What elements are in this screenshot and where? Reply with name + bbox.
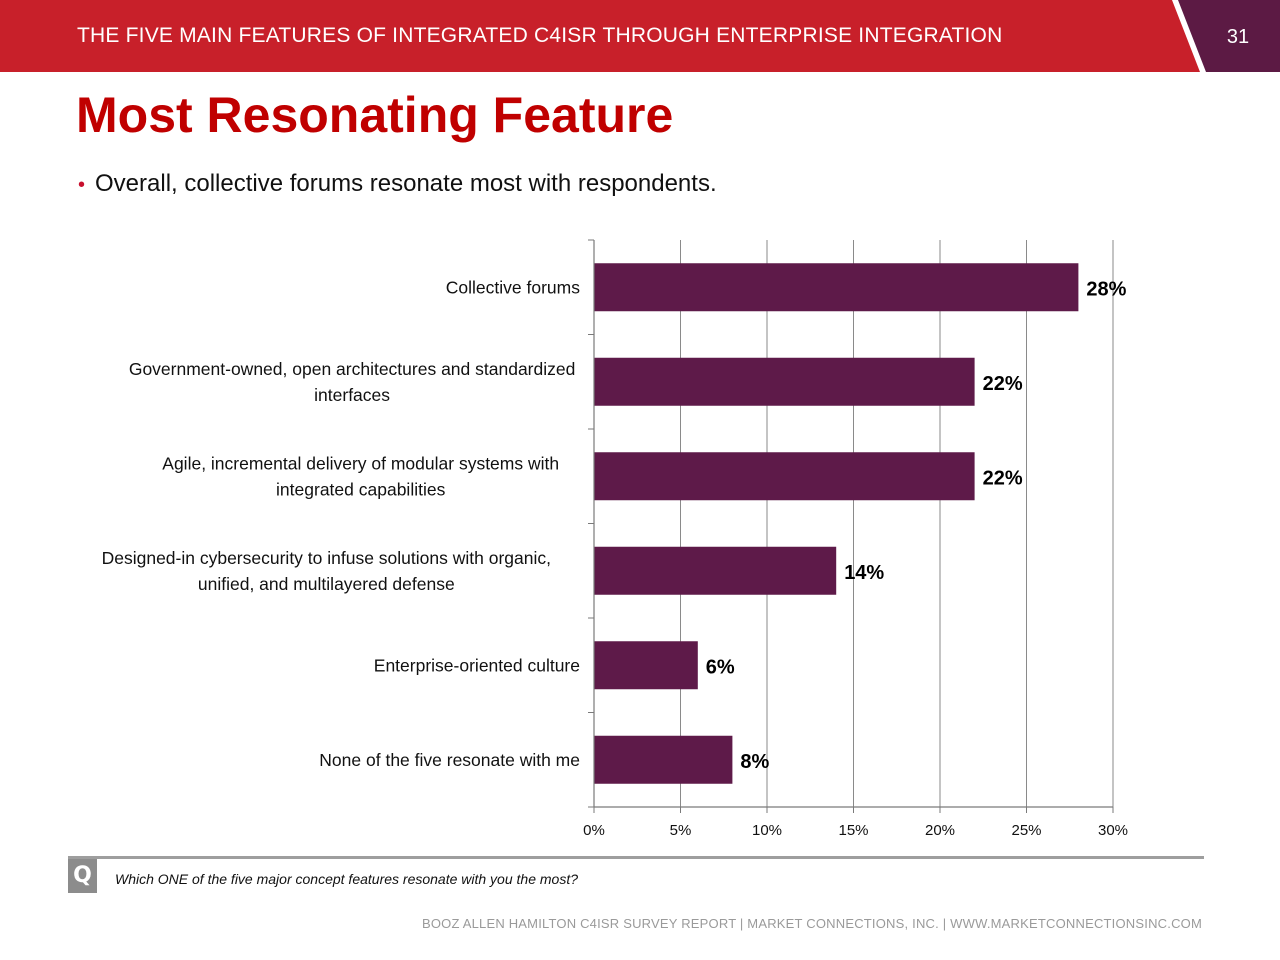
bar (594, 263, 1079, 312)
question-divider (68, 856, 1204, 859)
bullet-icon: • (78, 174, 86, 196)
section-title: THE FIVE MAIN FEATURES OF INTEGRATED C4I… (77, 24, 1003, 47)
category-label-line: Enterprise-oriented culture (374, 655, 580, 675)
data-label: 14% (844, 562, 884, 584)
header-bar: THE FIVE MAIN FEATURES OF INTEGRATED C4I… (0, 0, 1280, 72)
x-tick-label: 10% (752, 822, 782, 839)
category-label: Government-owned, open architectures and… (129, 359, 576, 405)
category-label-line: Government-owned, open architectures and… (129, 359, 576, 379)
bar (594, 452, 975, 501)
x-tick-label: 15% (838, 822, 868, 839)
bar (594, 546, 837, 595)
question-text: Which ONE of the five major concept feat… (115, 871, 578, 887)
category-label: Agile, incremental delivery of modular s… (162, 453, 559, 499)
category-label-line: None of the five resonate with me (319, 750, 580, 770)
x-tick-label: 30% (1098, 822, 1128, 839)
data-label: 28% (1086, 278, 1126, 300)
x-tick-label: 25% (1011, 822, 1041, 839)
category-label: Enterprise-oriented culture (374, 655, 580, 675)
bullet-point: • Overall, collective forums resonate mos… (78, 170, 717, 198)
category-label-line: Collective forums (446, 277, 580, 297)
data-label: 8% (740, 751, 769, 773)
header-background (0, 0, 1280, 72)
category-label-line: integrated capabilities (276, 479, 446, 499)
x-tick-label: 5% (670, 822, 692, 839)
category-label: None of the five resonate with me (319, 750, 580, 770)
category-label-line: Designed-in cybersecurity to infuse solu… (102, 548, 551, 568)
category-label-line: unified, and multilayered defense (198, 574, 455, 594)
data-label: 22% (983, 373, 1023, 395)
data-label: 6% (706, 656, 735, 678)
bar (594, 641, 698, 690)
question-icon: Q (68, 859, 97, 893)
category-label-line: Agile, incremental delivery of modular s… (162, 453, 559, 473)
x-tick-label: 20% (925, 822, 955, 839)
bar (594, 735, 733, 784)
category-label: Collective forums (446, 277, 580, 297)
category-label: Designed-in cybersecurity to infuse solu… (102, 548, 551, 594)
bar (594, 357, 975, 406)
page-number: 31 (1226, 26, 1250, 48)
data-label: 22% (983, 467, 1023, 489)
x-tick-label: 0% (583, 822, 605, 839)
category-label-line: interfaces (314, 385, 390, 405)
bullet-text: Overall, collective forums resonate most… (95, 170, 717, 197)
footer-text: BOOZ ALLEN HAMILTON C4ISR SURVEY REPORT … (421, 916, 1202, 931)
slide-title: Most Resonating Feature (76, 87, 674, 143)
